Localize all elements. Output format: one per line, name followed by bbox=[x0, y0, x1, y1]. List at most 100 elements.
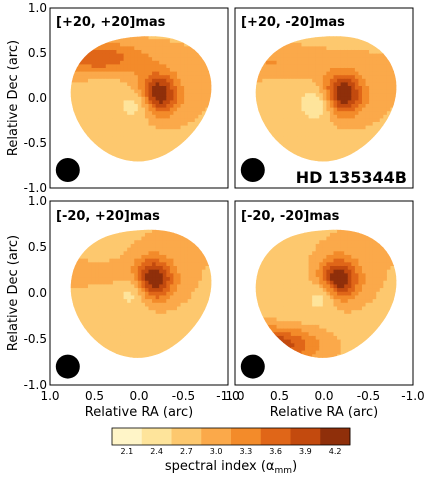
contour-cell bbox=[119, 302, 124, 307]
contour-cell bbox=[119, 99, 124, 104]
contour-cell bbox=[87, 121, 92, 126]
contour-cell bbox=[144, 335, 149, 340]
contour-cell bbox=[340, 239, 345, 244]
contour-cell bbox=[183, 294, 188, 300]
contour-cell bbox=[176, 298, 181, 303]
contour-cell bbox=[130, 63, 135, 68]
contour-cell bbox=[343, 313, 348, 318]
contour-cell bbox=[165, 250, 170, 255]
contour-cell bbox=[300, 135, 306, 140]
contour-cell bbox=[300, 121, 306, 126]
contour-cell bbox=[343, 265, 348, 270]
contour-cell bbox=[115, 92, 121, 97]
contour-cell bbox=[197, 305, 202, 311]
contour-cell bbox=[307, 265, 313, 270]
contour-cell bbox=[343, 53, 348, 58]
contour-cell bbox=[90, 71, 96, 76]
contour-cell bbox=[386, 89, 391, 94]
contour-cell bbox=[187, 89, 192, 94]
contour-cell bbox=[300, 350, 306, 355]
contour-cell bbox=[130, 254, 135, 259]
contour-cell bbox=[340, 56, 345, 61]
contour-cell bbox=[343, 316, 348, 322]
contour-cell bbox=[322, 153, 327, 158]
contour-cell bbox=[155, 36, 160, 40]
contour-cell bbox=[101, 283, 106, 289]
contour-cell bbox=[73, 276, 78, 281]
contour-cell bbox=[137, 74, 142, 79]
contour-cell bbox=[325, 107, 330, 112]
contour-cell bbox=[101, 60, 106, 65]
contour-cell bbox=[122, 56, 128, 61]
contour-cell bbox=[122, 128, 128, 133]
contour-cell bbox=[311, 276, 316, 281]
contour-cell bbox=[343, 261, 348, 266]
contour-cell bbox=[307, 294, 313, 300]
contour-cell bbox=[179, 258, 185, 263]
contour-cell bbox=[80, 258, 85, 263]
contour-cell bbox=[332, 235, 338, 241]
contour-cell bbox=[272, 125, 277, 130]
contour-cell bbox=[307, 280, 313, 285]
contour-cell bbox=[158, 139, 163, 144]
contour-cell bbox=[158, 99, 163, 104]
contour-cell bbox=[151, 302, 156, 307]
contour-cell bbox=[119, 71, 124, 76]
contour-cell bbox=[169, 320, 174, 325]
contour-cell bbox=[151, 324, 156, 329]
contour-cell bbox=[347, 272, 352, 278]
contour-cell bbox=[307, 49, 313, 54]
contour-cell bbox=[126, 280, 131, 285]
contour-cell bbox=[187, 243, 192, 248]
contour-cell bbox=[137, 99, 142, 104]
contour-cell bbox=[290, 139, 295, 144]
contour-cell bbox=[83, 305, 88, 311]
contour-cell bbox=[162, 74, 167, 79]
contour-cell bbox=[382, 302, 387, 307]
contour-cell bbox=[130, 331, 135, 336]
y-tick-label: 0.5 bbox=[28, 240, 47, 254]
contour-cell bbox=[204, 276, 210, 281]
contour-cell bbox=[300, 56, 306, 61]
contour-cell bbox=[268, 78, 273, 83]
contour-cell bbox=[389, 96, 395, 101]
contour-cell bbox=[140, 346, 145, 351]
contour-cell bbox=[144, 313, 149, 318]
contour-cell bbox=[329, 324, 334, 329]
contour-cell bbox=[133, 346, 138, 351]
contour-cell bbox=[286, 78, 291, 83]
contour-cell bbox=[165, 254, 170, 259]
contour-cell bbox=[336, 125, 341, 130]
contour-cell bbox=[311, 143, 316, 148]
contour-cell bbox=[133, 114, 138, 119]
contour-cell bbox=[169, 146, 174, 151]
contour-cell bbox=[336, 85, 341, 90]
contour-cell bbox=[361, 276, 366, 281]
contour-cell bbox=[73, 92, 78, 97]
contour-cell bbox=[329, 265, 334, 270]
contour-cell bbox=[112, 143, 117, 148]
contour-cell bbox=[119, 121, 124, 126]
contour-cell bbox=[197, 309, 202, 314]
contour-cell bbox=[261, 67, 266, 72]
contour-cell bbox=[372, 117, 377, 122]
contour-cell bbox=[98, 287, 103, 292]
contour-cell bbox=[329, 146, 334, 151]
contour-cell bbox=[105, 261, 110, 266]
contour-cell bbox=[265, 92, 270, 97]
contour-cell bbox=[179, 276, 185, 281]
contour-cell bbox=[315, 254, 320, 259]
contour-cell bbox=[144, 132, 149, 137]
contour-cell bbox=[158, 254, 163, 259]
contour-cell bbox=[122, 60, 128, 65]
contour-cell bbox=[112, 114, 117, 119]
contour-cell bbox=[108, 283, 113, 289]
contour-cell bbox=[130, 309, 135, 314]
contour-cell bbox=[361, 302, 366, 307]
contour-cell bbox=[343, 49, 348, 54]
contour-cell bbox=[108, 324, 113, 329]
contour-cell bbox=[122, 265, 128, 270]
contour-cell bbox=[162, 346, 167, 351]
contour-cell bbox=[322, 287, 327, 292]
contour-cell bbox=[172, 324, 177, 329]
